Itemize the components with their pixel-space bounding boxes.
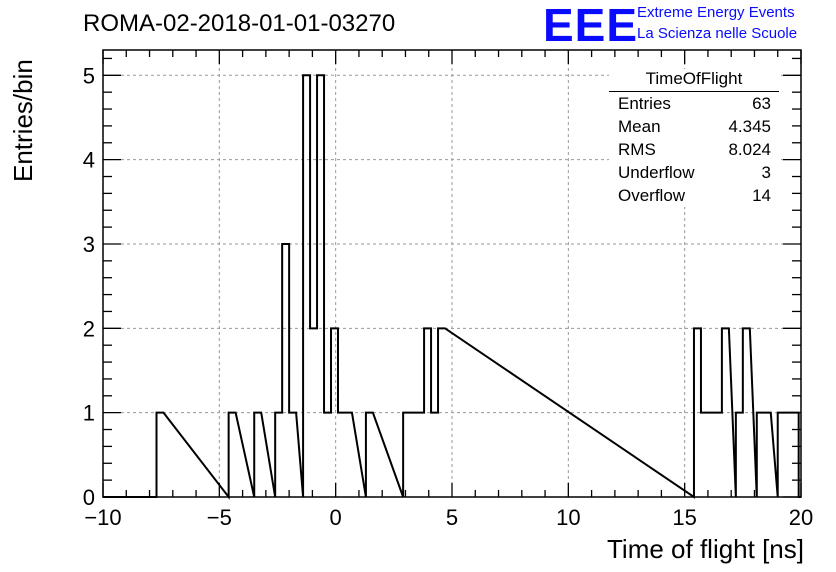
histogram-bin — [282, 244, 289, 497]
histogram-bin — [778, 413, 785, 497]
histogram-bin — [757, 413, 771, 497]
histogram-bin — [366, 413, 373, 497]
stats-value: 4.345 — [728, 117, 771, 136]
y-tick-label: 5 — [83, 63, 95, 88]
y-tick-label: 3 — [83, 232, 95, 257]
histogram-bin — [275, 413, 282, 497]
histogram-outline — [103, 74, 801, 500]
x-tick-label: 0 — [330, 505, 342, 530]
stats-row-mean: Mean 4.345 — [609, 115, 779, 138]
x-tick-label: 5 — [446, 505, 458, 530]
y-tick-label: 2 — [83, 316, 95, 341]
stats-label: Overflow — [618, 186, 686, 205]
logo-line-1: Extreme Energy Events — [637, 4, 795, 21]
x-tick-label: −10 — [84, 505, 121, 530]
histogram-bin — [303, 75, 310, 497]
stats-value: 14 — [752, 186, 771, 205]
y-tick-label: 4 — [83, 148, 95, 173]
stats-value: 8.024 — [728, 140, 771, 159]
histogram-bin — [403, 413, 417, 497]
logo-line-2: La Scienza nelle Scuole — [637, 25, 798, 42]
histogram-bin — [785, 413, 799, 497]
axis-ticks — [102, 50, 802, 498]
grid-lines — [103, 50, 801, 497]
stats-row-underflow: Underflow 3 — [609, 161, 779, 184]
histogram-bin — [317, 75, 324, 497]
tick-labels: −10 −5 0 5 10 15 20 0 1 2 3 4 5 — [83, 63, 813, 530]
histogram-bin — [324, 413, 331, 497]
eee-logo: EEE — [543, 0, 639, 51]
histogram-bin — [254, 413, 261, 497]
histogram-bin — [431, 413, 438, 497]
histogram-bin — [229, 413, 236, 497]
x-tick-label: −5 — [207, 505, 232, 530]
stats-value: 3 — [761, 163, 771, 182]
x-tick-label: 15 — [672, 505, 696, 530]
histogram-bin — [338, 413, 352, 497]
histogram-bin — [289, 413, 296, 497]
histogram-bin — [701, 413, 722, 497]
y-tick-label: 1 — [83, 401, 95, 426]
x-tick-label: 20 — [789, 505, 813, 530]
stats-label: RMS — [618, 140, 656, 159]
x-tick-label: 10 — [556, 505, 580, 530]
stats-row-rms: RMS 8.024 — [609, 138, 779, 161]
stats-value: 63 — [752, 94, 771, 113]
stats-label: Entries — [618, 94, 671, 113]
x-axis-label: Time of flight [ns] — [607, 534, 804, 564]
stats-label: Mean — [618, 117, 661, 136]
stats-box: TimeOfFlight Entries 63 Mean 4.345 RMS 8… — [609, 69, 779, 207]
histogram-bin — [736, 413, 743, 497]
histogram-bin — [417, 413, 424, 497]
y-tick-label: 0 — [83, 485, 95, 510]
stats-title: TimeOfFlight — [609, 69, 779, 92]
stats-row-overflow: Overflow 14 — [609, 184, 779, 207]
stats-row-entries: Entries 63 — [609, 92, 779, 115]
y-axis-label: Entries/bin — [8, 59, 38, 182]
chart-title: ROMA-02-2018-01-01-03270 — [83, 10, 396, 37]
histogram-bin — [157, 413, 164, 497]
stats-label: Underflow — [618, 163, 695, 182]
